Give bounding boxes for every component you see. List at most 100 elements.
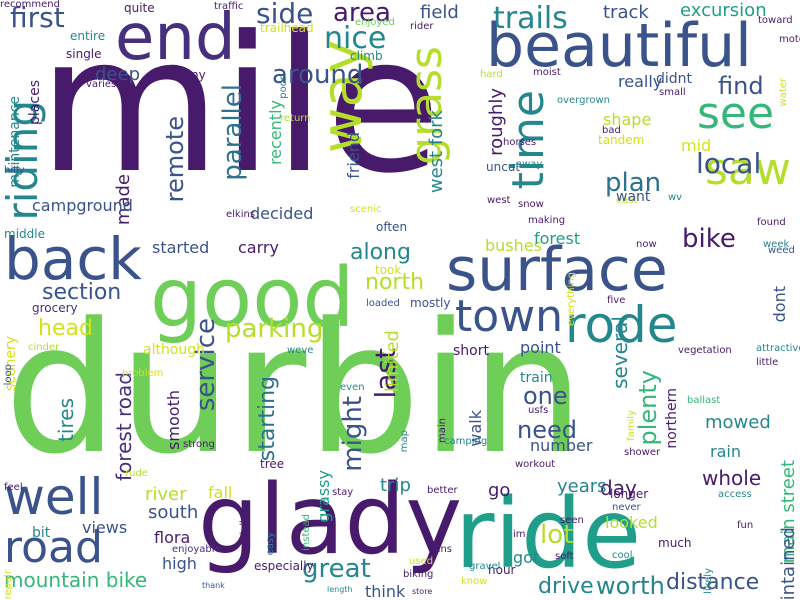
word-one: one [523, 382, 568, 410]
word-much: much [658, 536, 692, 550]
word-week: week [763, 239, 790, 250]
word-northern: northern [664, 388, 680, 449]
word-usfs: usfs [528, 405, 549, 416]
word-know: know [461, 576, 488, 587]
word-rude: rude [125, 468, 148, 479]
word-first: first [10, 1, 65, 34]
word-motel: motel [779, 34, 800, 45]
word-ballast: ballast [687, 395, 721, 406]
word-back: back [4, 225, 142, 293]
word-repair: repair [3, 570, 14, 600]
word-high: high [162, 554, 197, 573]
word-problem: problem [122, 368, 164, 379]
word-im: im [513, 529, 526, 540]
word-excursion: excursion [680, 0, 767, 21]
word-elkins: elkins [226, 209, 256, 220]
word-find: find [718, 72, 764, 100]
word-fun: fun [737, 520, 754, 531]
word-limited: limited [382, 330, 403, 393]
word-field: field [420, 2, 459, 23]
word-mostly: mostly [410, 296, 451, 310]
word-road: road [4, 522, 103, 573]
word-looked: looked [605, 513, 658, 532]
word-mountain-bike: mountain bike [4, 568, 148, 592]
word-hilly: hilly [4, 165, 25, 176]
word-started: started [152, 238, 210, 257]
word-forest-road: forest road [112, 372, 136, 481]
word-took: took [375, 263, 402, 277]
word-entire: entire [70, 29, 106, 43]
word-away: away [516, 159, 543, 170]
word-great: great [302, 554, 371, 584]
word-distance: distance [666, 570, 760, 595]
word-remote: remote [161, 116, 189, 203]
word-making: making [528, 215, 566, 226]
word-several: several [608, 316, 632, 389]
word-deep: deep [95, 64, 140, 85]
word-often: often [376, 220, 408, 234]
word-likely: likely [703, 568, 714, 594]
word-little: little [756, 357, 779, 368]
word-think: think [365, 582, 406, 600]
word-nice: nice [324, 21, 387, 56]
word-found: found [757, 217, 786, 228]
word-strong: strong [183, 439, 215, 450]
word-maintained: maintained [778, 527, 799, 600]
word-south: south [148, 502, 199, 523]
word-number: number [530, 436, 593, 455]
word-might: might [338, 396, 368, 472]
word-longer: longer [610, 487, 649, 501]
word-camping: camping [444, 436, 488, 447]
word-short: short [453, 343, 489, 359]
word-rode: rode [565, 296, 678, 354]
word-mile: mile [38, 0, 442, 215]
word-better: better [427, 485, 458, 496]
word-west-fork: west fork [426, 110, 447, 194]
word-especially: especially [254, 559, 314, 573]
word-east: east [616, 195, 638, 206]
word-plenty: plenty [634, 370, 662, 446]
word-middle: middle [4, 227, 45, 241]
word-surface: surface [446, 235, 668, 305]
word-tires: tires [54, 398, 78, 442]
word-durbin: durbin [4, 285, 585, 494]
word-north: north [365, 270, 425, 295]
word-head: head [38, 316, 93, 341]
word-instead: instead [301, 514, 312, 551]
word-scenic: scenic [350, 204, 382, 215]
word-campground: campground [32, 196, 133, 215]
word-cinder: cinder [28, 342, 60, 353]
word-store: store [412, 587, 433, 596]
word-seen: seen [560, 515, 584, 526]
word-river: river [145, 484, 187, 505]
word-trails: trails [493, 1, 568, 36]
word-forest: forest [534, 229, 581, 248]
word-climb: climb [350, 49, 383, 63]
word-overgrown: overgrown [557, 95, 610, 106]
word-starting: starting [255, 376, 280, 462]
word-local: local [696, 147, 762, 180]
word-go: go [488, 480, 511, 501]
word-although: although [143, 342, 206, 358]
word-glady: glady [198, 464, 463, 576]
word-cool: cool [612, 550, 633, 561]
word-poor: poor [278, 76, 289, 99]
word-whole: whole [702, 466, 762, 490]
word-really: really [618, 72, 663, 91]
word-mowed: mowed [705, 412, 771, 433]
word-got: got [513, 548, 540, 567]
word-wv: wv [668, 192, 683, 203]
word-years: years [557, 476, 607, 497]
word-water: water [778, 78, 789, 107]
word-smooth: smooth [164, 390, 183, 450]
word-saw: saw [705, 144, 791, 195]
word-trip: trip [380, 475, 411, 496]
word-side: side [256, 0, 314, 30]
word-need: need [517, 416, 577, 444]
word-never: never [612, 502, 641, 513]
word-trailhead: trailhead [260, 21, 314, 35]
word-views: views [82, 518, 128, 537]
word-dont: dont [770, 286, 789, 323]
word-moist: moist [533, 67, 561, 78]
word-easy: easy [265, 532, 276, 556]
